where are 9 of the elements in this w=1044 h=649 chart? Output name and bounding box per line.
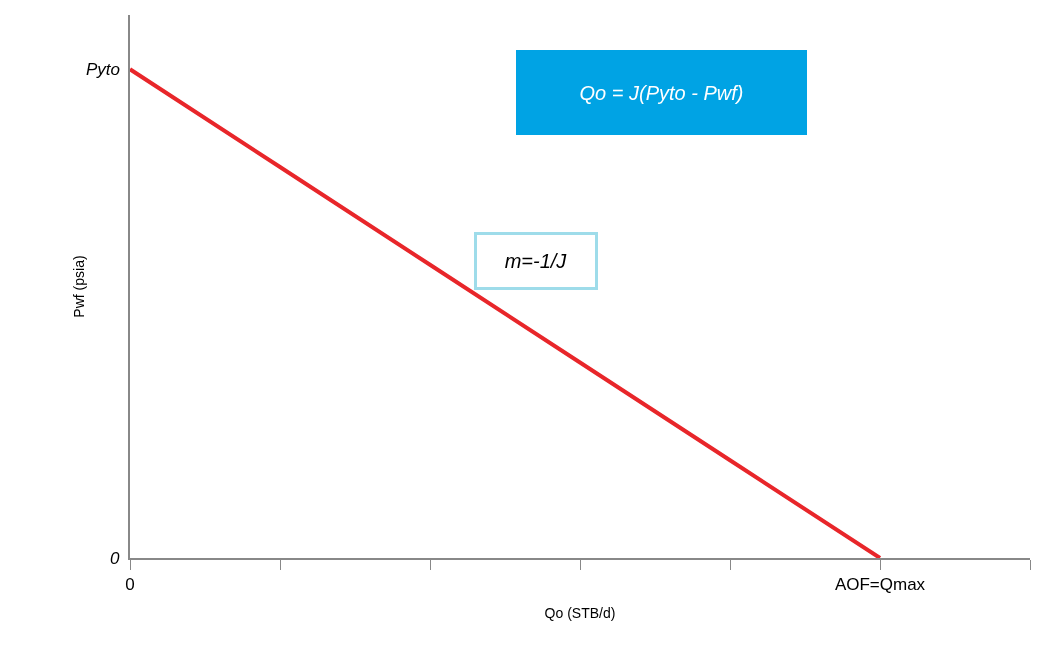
x-tick-label: AOF=Qmax bbox=[834, 575, 926, 595]
text: 0 bbox=[110, 549, 120, 568]
annotation: m=-1/J bbox=[504, 250, 568, 272]
picture-formula-box: Qo = J(Pyto - Pwf) bbox=[516, 50, 807, 135]
x-axis-title: Qo (STB/d) bbox=[544, 604, 616, 621]
y-axis-title: Pwf (psia) bbox=[71, 255, 88, 318]
annotation: Qo = J(Pyto - Pwf) bbox=[579, 81, 744, 104]
picture-slope-box: m=-1/J bbox=[474, 232, 598, 290]
text: Pyto bbox=[86, 60, 121, 79]
